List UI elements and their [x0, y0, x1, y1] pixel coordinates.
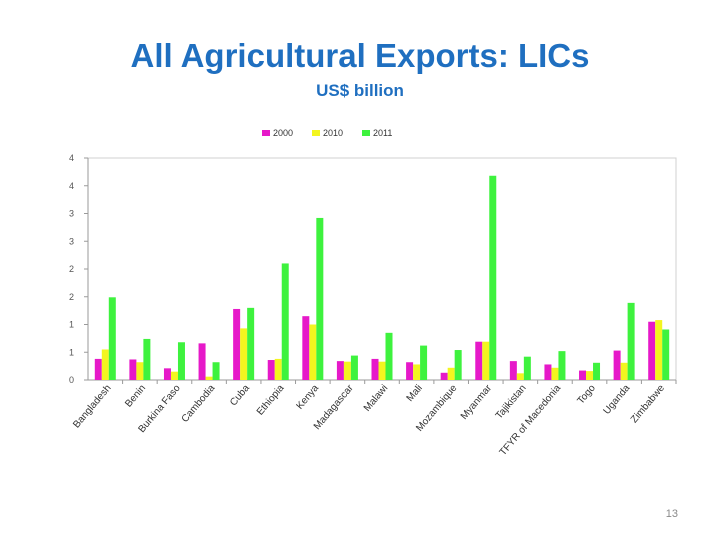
- bar-2000: [198, 343, 206, 380]
- bar-2000: [371, 358, 379, 380]
- legend-swatch: [312, 130, 320, 136]
- bar-2011: [420, 345, 428, 380]
- legend-swatch: [362, 130, 370, 136]
- bar-2000: [475, 341, 483, 380]
- bar-2011: [593, 362, 601, 380]
- x-tick-label: Cuba: [228, 383, 252, 409]
- bar-2010: [620, 362, 628, 380]
- x-tick-label: Cambodia: [180, 383, 218, 425]
- bar-2011: [108, 297, 116, 380]
- y-tick-label: 2: [69, 292, 74, 302]
- bar-2000: [406, 362, 414, 380]
- x-tick-label: Mali: [405, 383, 425, 404]
- x-tick-label: Benin: [123, 383, 148, 410]
- x-tick-label: TFYR of Macedonia: [498, 383, 564, 459]
- bar-2000: [233, 308, 241, 380]
- y-tick-label: 2: [69, 264, 74, 274]
- bar-2010: [205, 376, 213, 380]
- y-tick-label: 3: [69, 209, 74, 219]
- bar-2011: [350, 355, 358, 380]
- bar-2000: [94, 358, 102, 380]
- bar-2010: [309, 324, 317, 380]
- x-tick-label: Zimbabwe: [629, 383, 667, 426]
- slide-subtitle: US$ billion: [316, 81, 404, 100]
- bar-2011: [558, 351, 566, 380]
- bar-2010: [136, 362, 144, 380]
- y-tick-label: 0: [69, 375, 74, 385]
- bar-2011: [212, 362, 220, 380]
- bar-2000: [163, 368, 171, 380]
- bar-2010: [343, 361, 351, 380]
- bar-2010: [655, 320, 663, 380]
- bar-2010: [551, 367, 559, 380]
- x-tick-label: Ethiopia: [255, 383, 287, 418]
- bar-2000: [267, 360, 275, 380]
- y-tick-label: 4: [69, 153, 74, 163]
- bar-2011: [143, 338, 151, 380]
- x-tick-label: Kenya: [294, 383, 321, 412]
- page-number: 13: [665, 508, 678, 520]
- bar-2011: [177, 342, 185, 380]
- bar-2011: [489, 175, 497, 380]
- legend-label: 2011: [373, 128, 392, 138]
- bar-2010: [413, 364, 421, 380]
- x-tick-label: Malawi: [362, 383, 390, 414]
- y-tick-label: 4: [69, 181, 74, 191]
- legend-label: 2000: [273, 128, 293, 138]
- bar-2010: [447, 367, 455, 380]
- bar-2000: [509, 361, 517, 380]
- bar-2011: [281, 263, 289, 380]
- legend-swatch: [262, 130, 270, 136]
- bar-2000: [129, 359, 137, 380]
- bar-2010: [101, 349, 109, 380]
- bar-2000: [613, 350, 621, 380]
- bar-2010: [378, 361, 386, 380]
- bar-2010: [240, 328, 248, 380]
- y-tick-label: 1: [69, 320, 74, 330]
- legend-label: 2010: [323, 128, 343, 138]
- x-tick-label: Togo: [575, 383, 598, 407]
- y-tick-label: 3: [69, 236, 74, 246]
- x-tick-label: Myanmar: [459, 382, 495, 422]
- bar-2000: [648, 321, 656, 380]
- bar-2011: [627, 302, 635, 380]
- bar-2011: [523, 356, 531, 380]
- bar-2010: [170, 371, 178, 380]
- bar-2011: [662, 329, 670, 380]
- plot-area: [87, 157, 677, 381]
- bar-2000: [336, 361, 344, 380]
- bar-2011: [247, 307, 255, 380]
- bar-2010: [516, 373, 524, 380]
- bar-2010: [586, 371, 594, 380]
- bar-2011: [454, 350, 462, 380]
- bar-2000: [579, 370, 587, 380]
- bar-2011: [316, 217, 324, 380]
- y-tick-label: 1: [69, 347, 74, 357]
- bar-2010: [482, 341, 490, 380]
- bar-2000: [440, 372, 448, 380]
- bar-2000: [302, 316, 310, 380]
- bar-2011: [385, 332, 393, 380]
- bar-2000: [544, 364, 552, 380]
- slide-title: All Agricultural Exports: LICs: [130, 37, 590, 74]
- bar-2010: [274, 358, 282, 380]
- x-tick-label: Tajikistan: [494, 383, 529, 422]
- x-tick-label: Uganda: [601, 383, 632, 417]
- x-tick-label: Bangladesh: [71, 383, 113, 431]
